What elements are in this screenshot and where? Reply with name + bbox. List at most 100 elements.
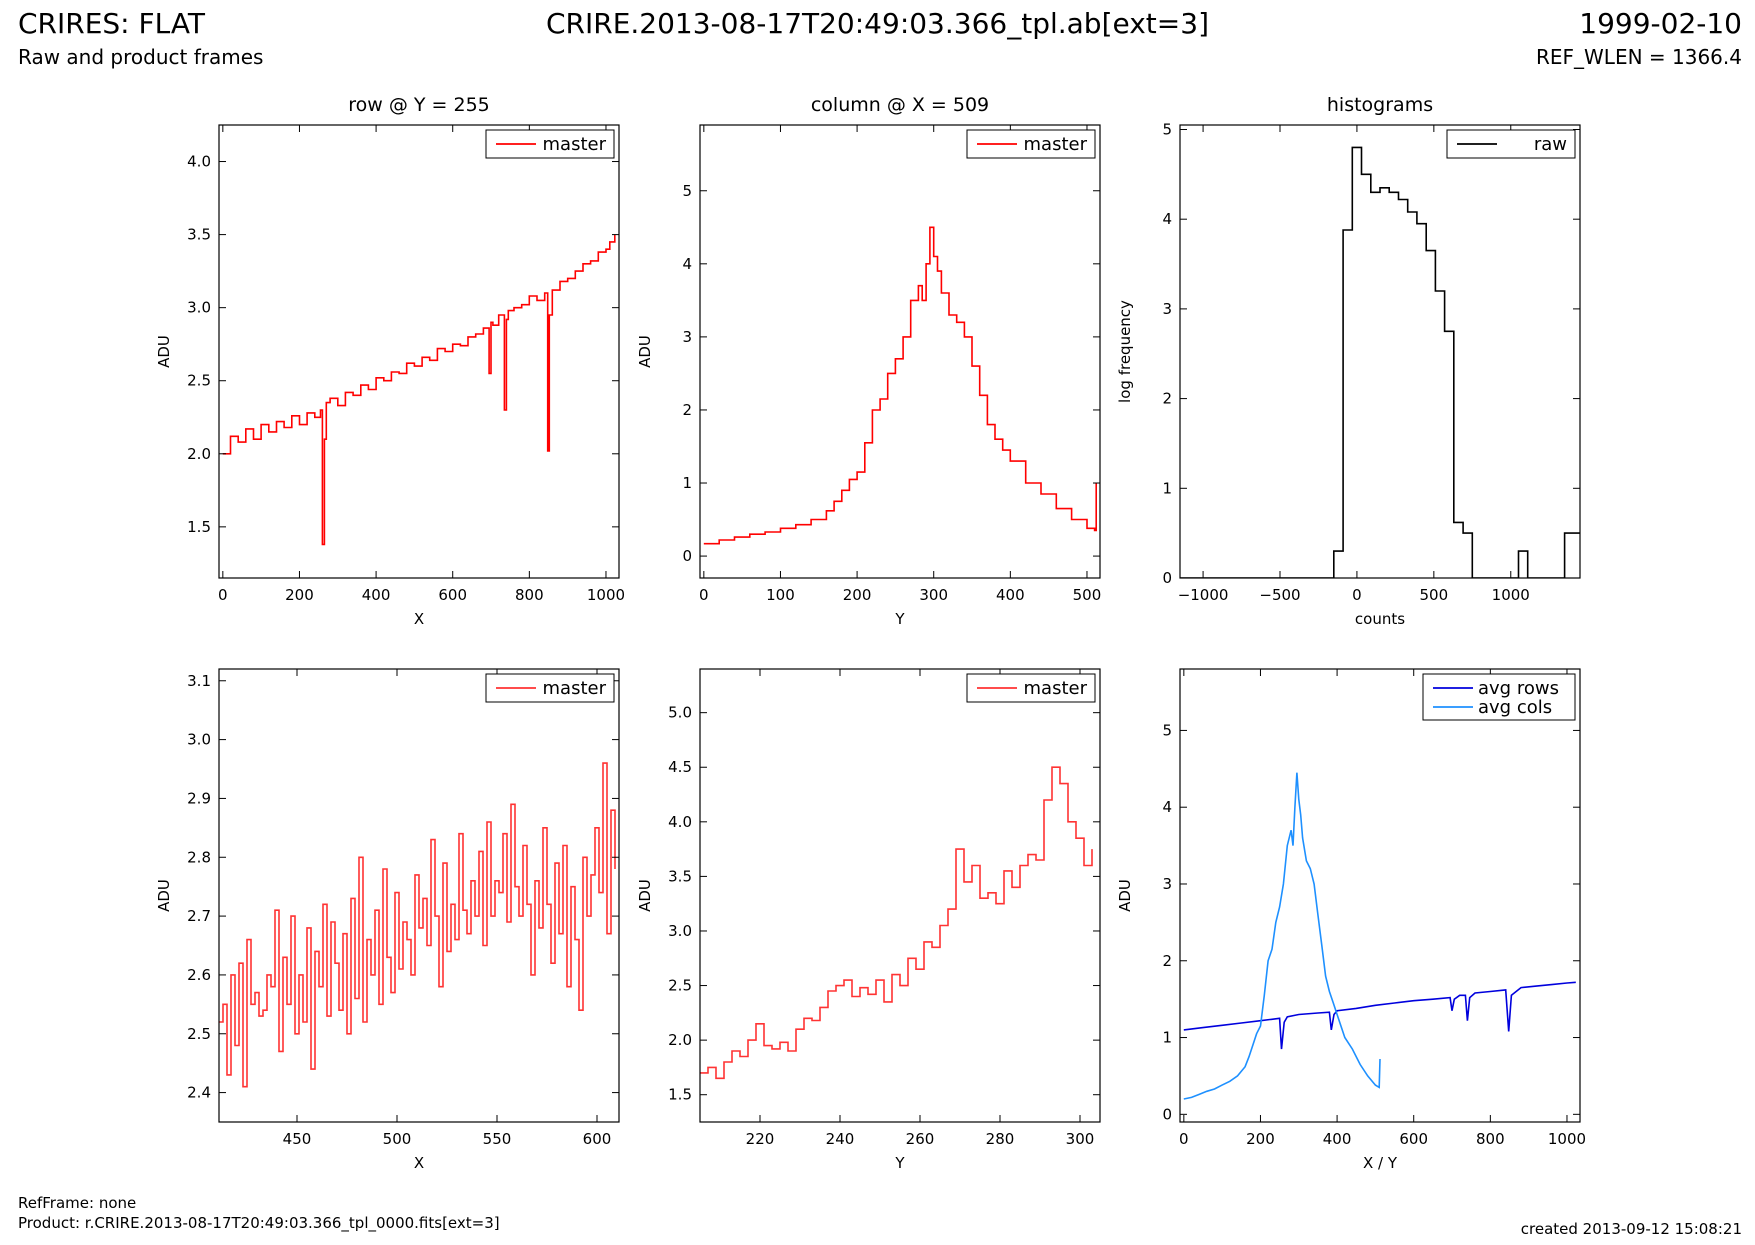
x-axis-label: Y xyxy=(894,1154,905,1172)
chart-panel-1: 0 200 400 600 800 1000 1.5 2.0 2.5 3.0 3.5 4.0 row @… xyxy=(155,94,625,628)
x-axis-label: X xyxy=(414,610,424,628)
y-tick-label: 0 xyxy=(682,547,692,565)
y-tick-label: 2.0 xyxy=(668,1031,692,1049)
legend-label: raw xyxy=(1534,134,1567,155)
x-tick-label: 500 xyxy=(383,1130,412,1148)
y-tick-label: 3.1 xyxy=(187,672,211,690)
y-tick-label: 2.5 xyxy=(668,977,692,995)
y-tick-label: 3.0 xyxy=(668,922,692,940)
x-tick-label: 0 xyxy=(218,586,228,604)
legend-label: master xyxy=(1024,678,1088,699)
y-tick-label: 3.0 xyxy=(187,299,211,317)
plot-frame xyxy=(1179,668,1581,1123)
y-tick-label: 3 xyxy=(1162,875,1172,893)
y-axis-label: ADU xyxy=(1116,879,1134,912)
x-tick-label: 500 xyxy=(1420,586,1449,604)
x-tick-label: 400 xyxy=(1323,1130,1352,1148)
y-tick-label: 3 xyxy=(682,328,692,346)
x-tick-label: 0 xyxy=(1352,586,1362,604)
y-tick-label: 1 xyxy=(1162,1029,1172,1047)
observation-date: 1999-02-10 xyxy=(1579,7,1742,40)
y-tick-label: 2.8 xyxy=(187,848,211,866)
product-note: Product: r.CRIRE.2013-08-17T20:49:03.366… xyxy=(18,1214,500,1232)
series-line-master xyxy=(703,226,1097,545)
x-tick-label: 200 xyxy=(843,586,872,604)
legend-label: avg cols xyxy=(1478,697,1552,718)
legend-box xyxy=(1422,673,1576,721)
x-tick-label: 0 xyxy=(1179,1130,1189,1148)
refframe-note: RefFrame: none xyxy=(18,1194,137,1212)
x-tick-label: 300 xyxy=(919,586,948,604)
series-line-master xyxy=(222,234,616,546)
legend: master xyxy=(485,673,615,703)
x-tick-label: −500 xyxy=(1259,586,1300,604)
legend-label: avg rows xyxy=(1478,678,1559,699)
x-tick-label: 200 xyxy=(285,586,314,604)
chart-panel-3: −1000 −500 0 500 1000 0 1 2 3 4 5 histograms counts l… xyxy=(1116,94,1581,628)
chart-title: histograms xyxy=(1327,94,1433,116)
created-note: created 2013-09-12 15:08:21 xyxy=(1520,1220,1742,1238)
y-tick-label: 5.0 xyxy=(668,704,692,722)
y-axis-label: ADU xyxy=(155,879,173,912)
series-line-avg-rows xyxy=(1183,981,1576,1050)
legend: master xyxy=(966,673,1096,703)
y-tick-label: 4.0 xyxy=(187,153,211,171)
legend: raw xyxy=(1446,129,1576,159)
y-tick-label: 3.0 xyxy=(187,731,211,749)
chart-panel-4: 450 500 550 600 2.4 2.5 2.6 2.7 2.8 2.9 3.0 3.1 X ADU… xyxy=(155,668,620,1172)
x-tick-label: 450 xyxy=(283,1130,312,1148)
x-tick-label: 1000 xyxy=(1492,586,1530,604)
x-tick-label: 800 xyxy=(515,586,544,604)
chart-panel-2: 0 100 200 300 400 500 0 1 2 3 4 5 column @ X = 509 Y A… xyxy=(636,94,1101,628)
x-tick-label: 550 xyxy=(483,1130,512,1148)
x-tick-label: 600 xyxy=(1399,1130,1428,1148)
x-tick-label: 800 xyxy=(1476,1130,1505,1148)
series-line-master xyxy=(219,762,616,1088)
y-tick-label: 1.5 xyxy=(668,1086,692,1104)
x-tick-label: 280 xyxy=(986,1130,1015,1148)
y-tick-label: 2.5 xyxy=(187,372,211,390)
y-tick-label: 2.4 xyxy=(187,1084,211,1102)
y-tick-label: 0 xyxy=(1162,1105,1172,1123)
chart-panel-5: 220 240 260 280 300 1.5 2.0 2.5 3.0 3.5 4.0 4.5 5.0 Y… xyxy=(636,668,1101,1172)
y-tick-label: 5 xyxy=(682,182,692,200)
y-tick-label: 2 xyxy=(682,401,692,419)
plot-frame xyxy=(218,668,620,1123)
y-tick-label: 2.9 xyxy=(187,789,211,807)
plot-frame xyxy=(699,668,1101,1123)
y-tick-label: 3.5 xyxy=(187,226,211,244)
legend: master xyxy=(966,129,1096,159)
figure-title: CRIRES: FLAT xyxy=(18,7,205,40)
y-tick-label: 4 xyxy=(1162,210,1172,228)
y-tick-label: 2 xyxy=(1162,952,1172,970)
x-tick-label: 100 xyxy=(766,586,795,604)
y-tick-label: 5 xyxy=(1162,120,1172,138)
x-axis-label: counts xyxy=(1355,610,1405,628)
y-tick-label: 2 xyxy=(1162,390,1172,408)
ref-wlen: REF_WLEN = 1366.4 xyxy=(1535,45,1742,69)
plot-frame xyxy=(1179,124,1581,579)
y-tick-label: 5 xyxy=(1162,721,1172,739)
x-tick-label: 1000 xyxy=(587,586,625,604)
y-tick-label: 1 xyxy=(682,474,692,492)
x-tick-label: 260 xyxy=(906,1130,935,1148)
file-name: CRIRE.2013-08-17T20:49:03.366_tpl.ab[ext… xyxy=(545,7,1209,40)
y-tick-label: 4 xyxy=(1162,798,1172,816)
x-axis-label: X xyxy=(414,1154,424,1172)
x-tick-label: −1000 xyxy=(1178,586,1229,604)
y-tick-label: 3.5 xyxy=(668,867,692,885)
plot-frame xyxy=(218,124,620,579)
figure-subtitle: Raw and product frames xyxy=(18,45,264,69)
chart-title: row @ Y = 255 xyxy=(348,94,490,116)
x-tick-label: 500 xyxy=(1073,586,1102,604)
x-tick-label: 600 xyxy=(438,586,467,604)
x-tick-label: 0 xyxy=(699,586,709,604)
y-tick-label: 4.5 xyxy=(668,758,692,776)
x-tick-label: 400 xyxy=(362,586,391,604)
y-tick-label: 1.5 xyxy=(187,518,211,536)
plot-frame xyxy=(699,124,1101,579)
x-tick-label: 220 xyxy=(746,1130,775,1148)
x-axis-label: X / Y xyxy=(1363,1154,1398,1172)
